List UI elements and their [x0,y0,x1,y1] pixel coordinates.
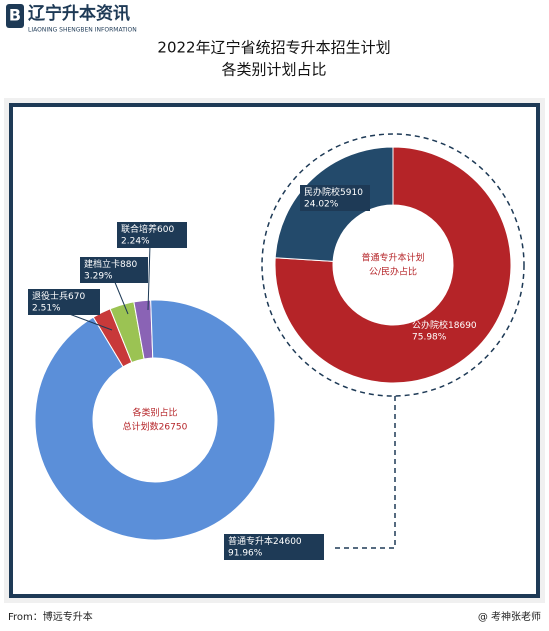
label-box [117,222,187,248]
data-label: 公办院校18690 [412,319,477,331]
value-label: 600 [157,225,174,235]
center-label: 各类别占比 [132,407,177,419]
connector [332,396,396,549]
label-box [224,534,324,560]
logo-subtext: LIAONING SHENGBEN INFORMATION [28,27,137,34]
data-label: 联合培养600 [121,223,174,235]
value-label: 24600 [273,537,302,547]
category-label: 普通专升本 [228,535,273,547]
share-label: 75.98% [412,333,447,343]
logo-icon-letter: B [9,6,21,25]
share-label: 91.96% [228,549,263,559]
category-label: 建档立卡 [84,258,120,270]
title: 2022年辽宁省统招专升本招生计划 [157,39,390,57]
category-label: 退役士兵 [32,290,68,302]
category-label: 公办院校 [412,319,448,331]
data-label: 普通专升本24600 [228,535,302,547]
label-box [300,185,370,211]
share-label: 24.02% [304,200,339,210]
share-label: 2.24% [121,237,150,247]
value-label: 5910 [340,188,363,198]
logo-icon [6,4,24,28]
center-label: 普通专升本计划 [361,252,424,264]
center-label: 公/民办占比 [369,266,417,278]
share-label: 3.29% [84,272,113,282]
footer-source: From：博远专升本 [8,610,93,623]
label-box [28,289,100,315]
label-pointer [147,244,151,311]
center-label: 总计划数26750 [123,421,188,433]
label-box [80,257,148,283]
data-label: 建档立卡880 [84,258,137,270]
subtitle: 各类别计划占比 [221,61,326,79]
donut-segment [34,299,276,541]
donut-segment [274,146,512,384]
value-label: 18690 [448,321,477,331]
share-label: 2.51% [32,304,61,314]
category-label: 联合培养 [121,223,157,235]
value-label: 880 [120,260,137,270]
value-label: 670 [68,292,85,302]
highlight-circle [261,133,525,397]
label-pointer [113,279,129,315]
data-label: 民办院校5910 [304,186,363,198]
footer-credit: @ 考神张老师 [478,610,541,623]
data-label: 退役士兵670 [32,290,85,302]
category-label: 民办院校 [304,186,340,198]
logo-text: 辽宁升本资讯 [28,3,130,24]
